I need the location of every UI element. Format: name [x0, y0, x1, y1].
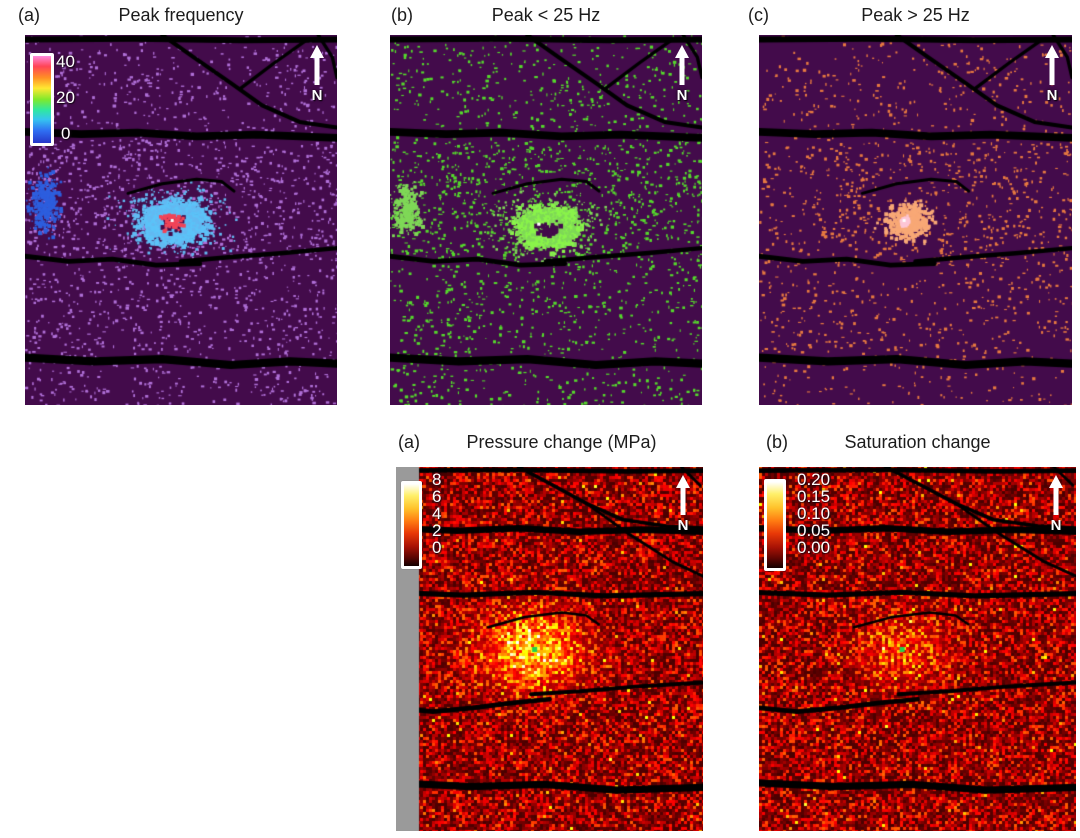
colorbar-tick: 0.20 — [797, 470, 831, 489]
colorbar-saturation-change — [764, 479, 786, 571]
colorbar-tick: 0.05 — [797, 521, 831, 540]
north-arrow-icon — [1045, 45, 1059, 85]
map-saturation-change: 0.20 0.15 0.10 0.05 0.00 N — [759, 467, 1076, 831]
panel-letter-top-c: (c) — [748, 5, 769, 25]
panel-title-peak-gt-25: Peak > 25 Hz — [861, 5, 970, 25]
panel-letter-top-b: (b) — [391, 5, 413, 25]
colorbar-tick: 2 — [432, 521, 442, 540]
heatmap-canvas-pressure-change — [396, 467, 703, 831]
colorbar-tick: 8 — [432, 470, 442, 489]
north-indicator: N — [1048, 475, 1064, 534]
panel-title-peak-frequency: Peak frequency — [118, 5, 244, 25]
north-label: N — [676, 87, 688, 104]
colorbar-tick: 20 — [56, 88, 75, 107]
colorbar-tick: 0.10 — [797, 504, 831, 523]
north-label: N — [1046, 87, 1058, 104]
north-arrow-icon — [676, 475, 690, 515]
north-indicator: N — [675, 475, 691, 534]
north-arrow-icon — [675, 45, 689, 85]
north-indicator: N — [309, 45, 325, 104]
panel-letter-bottom-b: (b) — [766, 432, 788, 452]
panel-title-pressure-change: Pressure change (MPa) — [466, 432, 657, 452]
colorbar-tick: 0.15 — [797, 487, 831, 506]
colorbar-tick: 4 — [432, 504, 442, 523]
colorbar-tick: 0 — [61, 124, 71, 143]
colorbar-tick: 0 — [432, 538, 442, 557]
panel-title-peak-lt-25: Peak < 25 Hz — [491, 5, 601, 25]
panel-letter-bottom-a: (a) — [398, 432, 420, 452]
heatmap-canvas-peak-lt-25hz — [390, 35, 702, 405]
north-indicator: N — [1044, 45, 1060, 104]
heatmap-canvas-peak-frequency — [25, 35, 337, 405]
heatmap-canvas-saturation-change — [759, 467, 1076, 831]
map-pressure-change: 8 6 4 2 0 N — [396, 467, 703, 831]
north-label: N — [311, 87, 323, 104]
north-arrow-icon — [1049, 475, 1063, 515]
colorbar-tick: 40 — [56, 52, 75, 71]
north-arrow-icon — [310, 45, 324, 85]
north-label: N — [1050, 517, 1062, 534]
colorbar-tick: 6 — [432, 487, 442, 506]
map-peak-frequency: 40 20 0 N — [25, 35, 337, 405]
heatmap-canvas-peak-gt-25hz — [759, 35, 1072, 405]
map-peak-gt-25hz: N — [759, 35, 1072, 405]
panel-title-saturation-change: Saturation change — [844, 432, 991, 452]
north-label: N — [677, 517, 689, 534]
map-peak-lt-25hz: N — [390, 35, 702, 405]
colorbar-peak-frequency — [30, 53, 54, 146]
colorbar-tick: 0.00 — [797, 538, 831, 557]
north-indicator: N — [674, 45, 690, 104]
panel-letter-top-a: (a) — [18, 5, 40, 25]
colorbar-pressure-change — [401, 481, 422, 569]
